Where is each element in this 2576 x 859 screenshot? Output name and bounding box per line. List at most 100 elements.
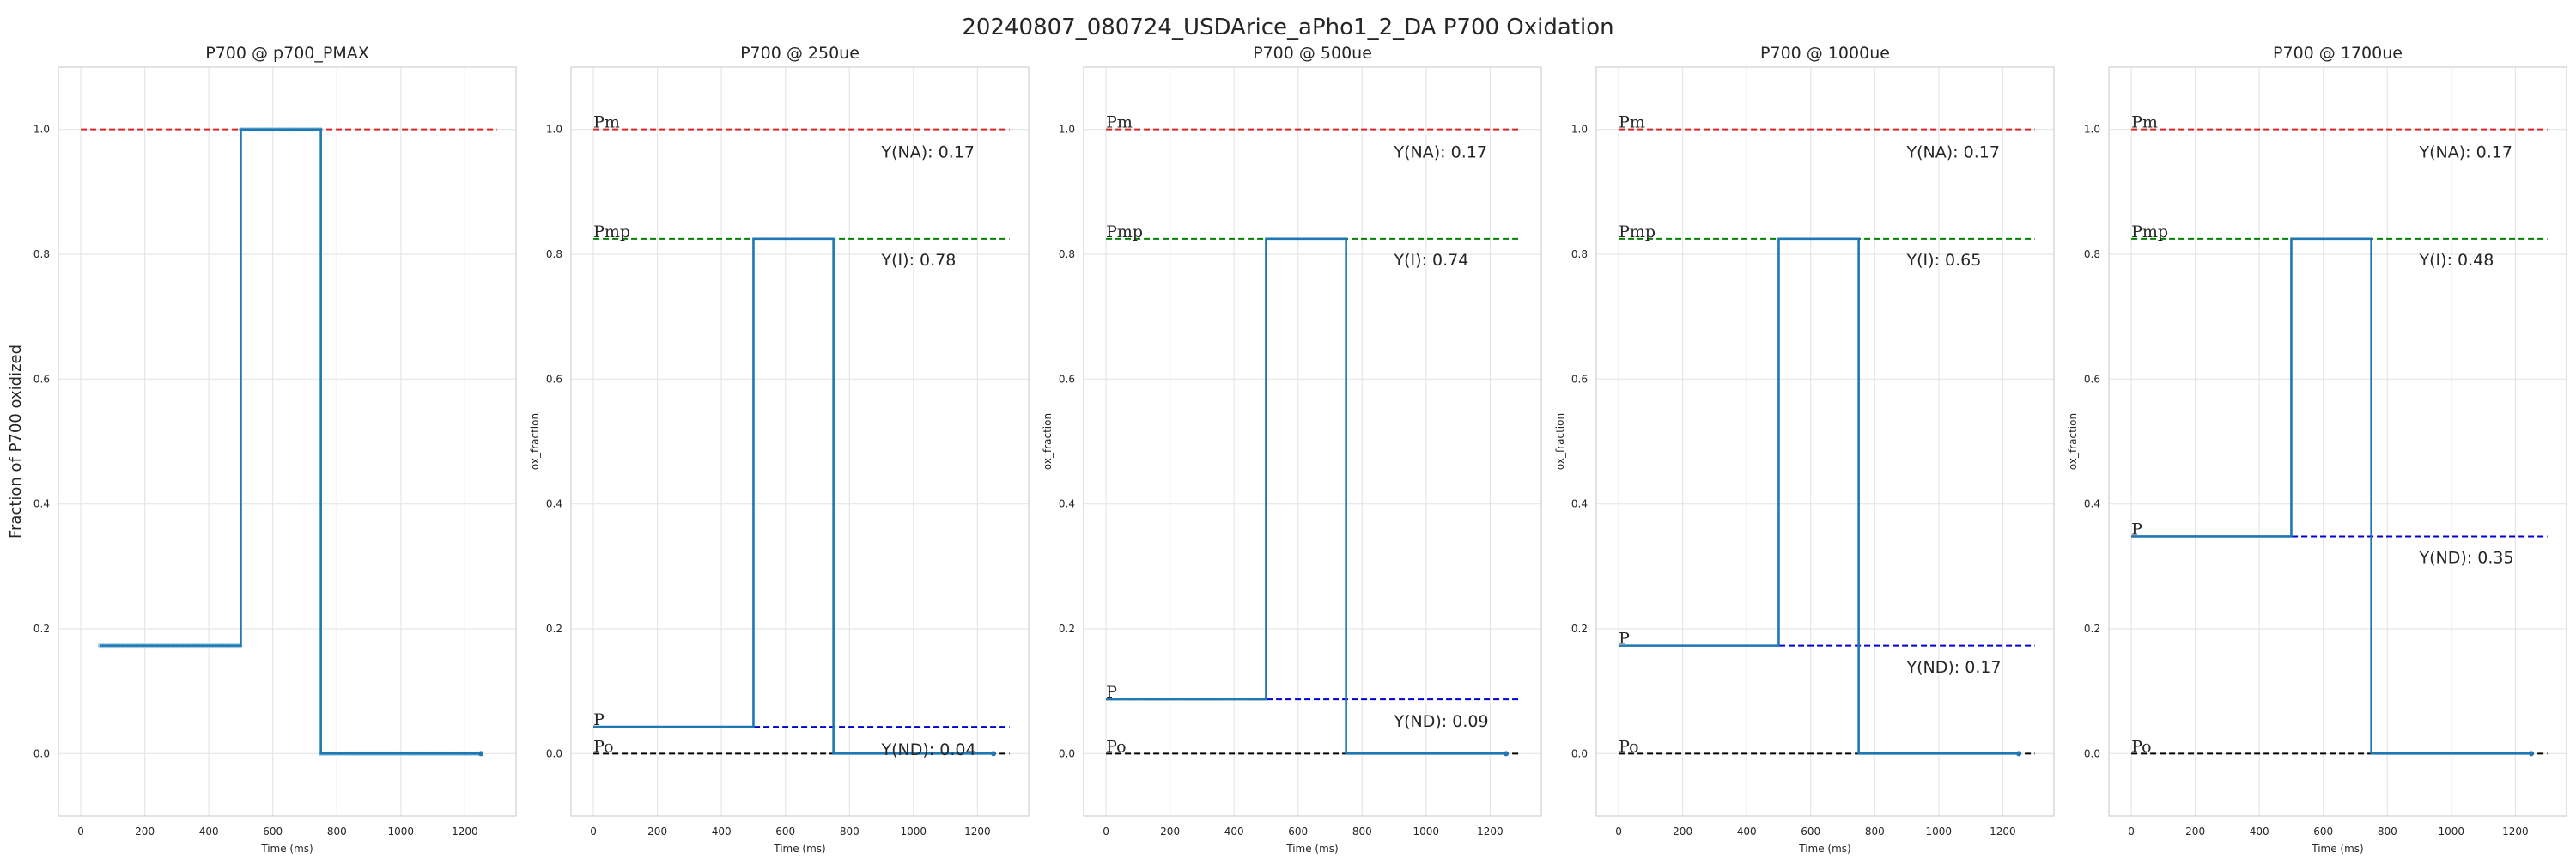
p700-trace (1106, 237, 1506, 755)
y-tick-label: 0.0 (33, 747, 50, 759)
y-axis-label: ox_fraction (2067, 413, 2079, 470)
annotation-label: Y(NA): 0.17 (2419, 143, 2512, 161)
trace-end-point (478, 751, 483, 757)
chart-panel-4: 0 200 400 600 800 1000 1200 0.0 0.2 0.4 0.6 0.8 1.0 T… (1554, 44, 2055, 855)
x-tick-label: 600 (775, 825, 795, 838)
x-tick-label: 400 (712, 825, 732, 838)
trace-end-point (991, 751, 996, 757)
x-tick-label: 400 (199, 825, 219, 838)
x-axis-label: Time (ms) (2311, 843, 2364, 855)
y-tick-label: 0.6 (1571, 373, 1588, 385)
y-tick-label: 1.0 (2084, 124, 2100, 136)
x-tick-label: 0 (77, 825, 84, 838)
hline-label-pm: Pm (1619, 113, 1645, 132)
hline-label-p: P (1619, 630, 1630, 649)
chart-panel-2: 0 200 400 600 800 1000 1200 0.0 0.2 0.4 0.6 0.8 1.0 T… (529, 44, 1030, 855)
y-tick-label: 0.4 (1059, 498, 1075, 510)
hline-label-pmp: Pmp (1619, 222, 1656, 241)
x-tick-label: 800 (2378, 825, 2397, 838)
x-tick-label: 200 (1673, 825, 1692, 838)
chart-title: P700 @ 1000ue (1760, 44, 1890, 63)
trace-end-point (1504, 751, 1509, 757)
y-tick-label: 0.8 (2084, 248, 2100, 260)
plot-frame (58, 66, 517, 817)
x-tick-label: 200 (2185, 825, 2205, 838)
hline-label-p: P (593, 710, 605, 729)
y-tick-label: 1.0 (1059, 124, 1075, 136)
y-tick-label: 1.0 (1571, 124, 1588, 136)
x-tick-label: 1000 (388, 825, 415, 838)
annotation-label: Y(ND): 0.17 (1906, 658, 2002, 677)
annotation-label: Y(ND): 0.35 (2419, 549, 2514, 568)
y-tick-label: 0.4 (1571, 498, 1588, 510)
x-tick-label: 1000 (2439, 825, 2465, 838)
x-tick-label: 0 (1103, 825, 1109, 838)
x-tick-label: 1200 (1477, 825, 1504, 838)
hline-label-po: Po (1619, 737, 1638, 756)
x-tick-label: 400 (1224, 825, 1244, 838)
x-tick-label: 200 (647, 825, 667, 838)
y-tick-label: 0.6 (2084, 373, 2100, 385)
hline-label-pmp: Pmp (2131, 222, 2168, 241)
x-tick-label: 200 (135, 825, 155, 838)
x-tick-label: 1200 (964, 825, 991, 838)
hline-label-pmp: Pmp (593, 222, 630, 241)
chart-panel-3: 0 200 400 600 800 1000 1200 0.0 0.2 0.4 0.6 0.8 1.0 T… (1042, 44, 1542, 855)
y-tick-label: 0.4 (2084, 498, 2100, 510)
y-tick-label: 0.2 (1571, 623, 1588, 635)
trace-end-point (2529, 751, 2534, 757)
y-tick-label: 0.0 (2084, 747, 2100, 759)
y-tick-label: 0.8 (1571, 248, 1588, 260)
y-tick-label: 0.6 (1059, 373, 1075, 385)
x-axis-label: Time (ms) (1798, 843, 1851, 855)
x-tick-label: 1000 (1926, 825, 1953, 838)
chart-title: P700 @ 500ue (1253, 44, 1372, 63)
x-tick-label: 800 (327, 825, 347, 838)
annotation-label: Y(NA): 0.17 (1906, 143, 2000, 161)
annotation-label: Y(I): 0.65 (1906, 251, 1982, 270)
x-tick-label: 400 (2250, 825, 2269, 838)
annotation-label: Y(I): 0.74 (1394, 251, 1469, 270)
x-tick-label: 1200 (452, 825, 478, 838)
x-tick-label: 1200 (2502, 825, 2529, 838)
hline-label-po: Po (2131, 737, 2151, 756)
hline-label-pm: Pm (2131, 113, 2158, 132)
x-tick-label: 600 (1288, 825, 1308, 838)
annotation-label: Y(I): 0.78 (881, 251, 957, 270)
x-tick-label: 0 (590, 825, 597, 838)
x-tick-label: 0 (2128, 825, 2135, 838)
y-axis-label: ox_fraction (529, 413, 541, 470)
hline-label-p: P (1106, 683, 1117, 702)
x-tick-label: 600 (263, 825, 283, 838)
x-tick-label: 1200 (1990, 825, 2016, 838)
p700-trace (593, 237, 993, 755)
p700-trace (2131, 237, 2531, 755)
y-tick-label: 0.2 (1059, 623, 1075, 635)
chart-title: P700 @ 1700ue (2273, 44, 2403, 63)
x-axis-label: Time (ms) (1285, 843, 1339, 855)
annotation-label: Y(ND): 0.09 (1394, 712, 1489, 731)
annotation-label: Y(NA): 0.17 (1394, 143, 1487, 161)
hline-label-pm: Pm (593, 113, 620, 132)
annotation-label: Y(ND): 0.04 (881, 740, 976, 759)
y-tick-label: 0.0 (546, 747, 562, 759)
y-tick-label: 0.4 (33, 498, 50, 510)
y-tick-label: 0.8 (546, 248, 562, 260)
hline-label-po: Po (593, 737, 613, 756)
plot-frame (2108, 66, 2567, 817)
hline-label-pm: Pm (1106, 113, 1133, 132)
x-tick-label: 0 (1615, 825, 1622, 838)
chart-panel-1: 0 200 400 600 800 1000 1200 0.0 0.2 0.4 0.6 0.8 1.0 T… (7, 44, 517, 855)
figure-title: 20240807_080724_USDArice_aPho1_2_DA P700… (962, 15, 1613, 40)
chart-title: P700 @ p700_PMAX (205, 44, 369, 63)
plot-frame (570, 66, 1030, 817)
hline-label-po: Po (1106, 737, 1126, 756)
y-axis-label: ox_fraction (1042, 413, 1054, 470)
x-tick-label: 200 (1160, 825, 1180, 838)
x-tick-label: 1000 (1413, 825, 1440, 838)
y-tick-label: 1.0 (33, 124, 50, 136)
y-tick-label: 0.0 (1571, 747, 1588, 759)
y-tick-label: 0.2 (33, 623, 50, 635)
y-tick-label: 0.8 (33, 248, 50, 260)
